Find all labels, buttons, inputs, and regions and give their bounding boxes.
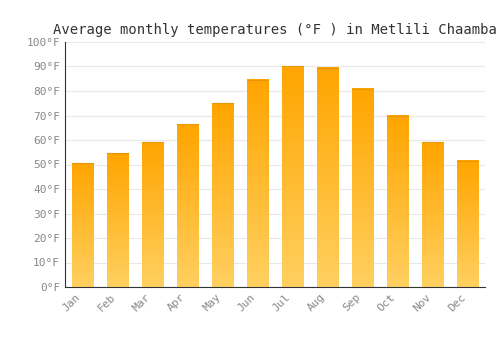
Title: Average monthly temperatures (°F ) in Metlili Chaamba: Average monthly temperatures (°F ) in Me… (53, 23, 497, 37)
